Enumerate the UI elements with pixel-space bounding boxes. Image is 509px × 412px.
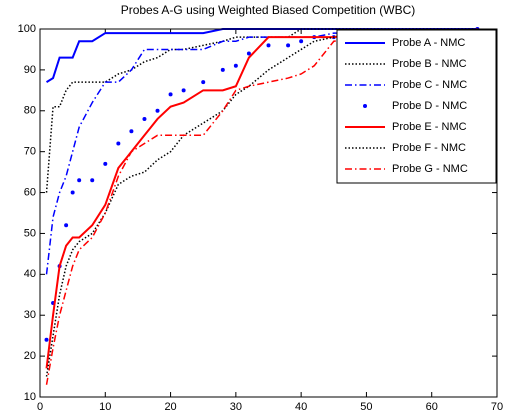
data-point bbox=[286, 43, 291, 48]
x-tick-label: 10 bbox=[99, 401, 111, 412]
x-tick-label: 50 bbox=[360, 401, 372, 412]
y-tick-label: 90 bbox=[24, 64, 36, 76]
data-point bbox=[64, 223, 69, 228]
data-point bbox=[129, 129, 134, 134]
data-point bbox=[44, 337, 49, 342]
legend-label: Probe E - NMC bbox=[392, 121, 467, 133]
legend-label: Probe A - NMC bbox=[392, 37, 465, 49]
data-point bbox=[90, 178, 95, 183]
y-tick-label: 30 bbox=[24, 309, 36, 321]
legend-label: Probe F - NMC bbox=[392, 142, 466, 154]
data-point bbox=[246, 51, 251, 56]
y-tick-label: 80 bbox=[24, 105, 36, 117]
plot-frame bbox=[39, 28, 498, 398]
y-tick-label: 20 bbox=[24, 350, 36, 362]
x-tick-label: 40 bbox=[295, 401, 307, 412]
y-tick-label: 70 bbox=[24, 146, 36, 158]
x-tick-label: 60 bbox=[426, 401, 438, 412]
y-tick-label: 40 bbox=[24, 268, 36, 280]
data-point bbox=[168, 92, 173, 97]
chart-title: Probes A-G using Weighted Biased Competi… bbox=[121, 3, 416, 17]
data-point bbox=[181, 88, 186, 93]
legend-label: Probe G - NMC bbox=[392, 163, 468, 175]
data-point bbox=[70, 190, 75, 195]
data-point bbox=[299, 39, 304, 44]
data-point bbox=[142, 116, 147, 121]
x-tick-label: 20 bbox=[164, 401, 176, 412]
y-tick-label: 10 bbox=[24, 391, 36, 403]
data-point bbox=[103, 161, 108, 166]
y-tick-label: 60 bbox=[24, 186, 36, 198]
data-point bbox=[116, 141, 121, 146]
x-tick-label: 70 bbox=[491, 401, 503, 412]
legend-label: Probe B - NMC bbox=[392, 58, 467, 70]
data-point bbox=[233, 63, 238, 68]
data-point bbox=[220, 67, 225, 72]
data-point bbox=[77, 178, 82, 183]
legend-label: Probe C - NMC bbox=[392, 79, 467, 91]
y-tick-label: 100 bbox=[18, 23, 36, 35]
data-point bbox=[201, 80, 206, 85]
data-point bbox=[266, 43, 271, 48]
y-tick-label: 50 bbox=[24, 227, 36, 239]
x-tick-label: 30 bbox=[230, 401, 242, 412]
legend-swatch bbox=[363, 104, 367, 108]
data-point bbox=[155, 108, 160, 113]
x-tick-label: 0 bbox=[37, 401, 43, 412]
legend-label: Probe D - NMC bbox=[392, 100, 467, 112]
